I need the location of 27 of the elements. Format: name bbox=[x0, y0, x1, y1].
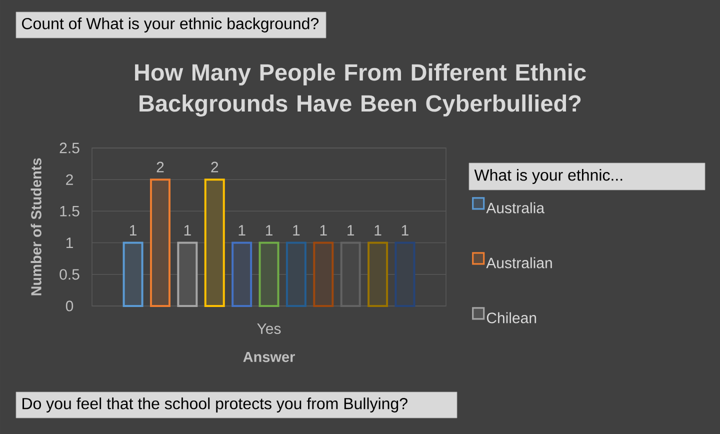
y-tick-label: 1.5 bbox=[60, 206, 80, 216]
legend-label: Chilean bbox=[486, 312, 536, 324]
y-axis-title: Number of Students bbox=[30, 158, 42, 296]
x-tick-label: Yes bbox=[257, 324, 281, 334]
data-label: 2 bbox=[211, 162, 218, 172]
data-label: 1 bbox=[266, 225, 272, 236]
legend-title: What is your ethnic... bbox=[474, 169, 622, 184]
text: Do you feel that the school protects you from Bullying? bbox=[22, 398, 408, 412]
legend-label: Australia bbox=[486, 202, 545, 214]
text: Count of What is your ethnic background? bbox=[22, 18, 319, 32]
data-label: 1 bbox=[402, 225, 408, 236]
y-tick-label: 2 bbox=[66, 174, 73, 185]
data-label: 1 bbox=[320, 225, 327, 236]
y-tick-label: 1 bbox=[66, 238, 73, 248]
data-label: 1 bbox=[293, 225, 300, 236]
y-tick-label: 0 bbox=[66, 300, 74, 312]
legend-label: Australian bbox=[486, 257, 552, 268]
x-axis-title: Answer bbox=[243, 352, 295, 362]
chart-title: How Many People From Different Ethnic Backgrounds Have Been Cyberbullied? bbox=[135, 63, 586, 116]
y-tick-label: 2.5 bbox=[60, 142, 80, 154]
data-label: 2 bbox=[156, 162, 164, 172]
data-label: 1 bbox=[348, 225, 354, 236]
y-tick-label: 0.5 bbox=[60, 269, 80, 280]
data-label: 1 bbox=[238, 225, 246, 236]
data-label: 1 bbox=[374, 225, 382, 236]
data-label: 1 bbox=[130, 225, 136, 236]
data-label: 1 bbox=[184, 225, 191, 236]
